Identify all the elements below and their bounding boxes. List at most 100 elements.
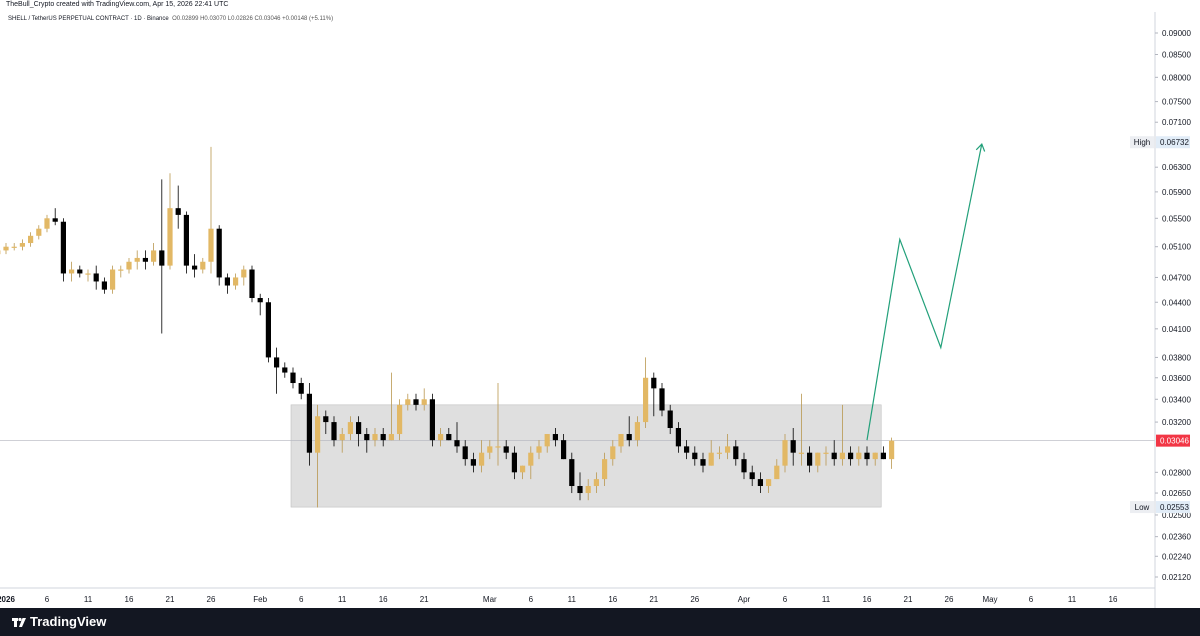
candle-body — [725, 446, 731, 453]
candle-body — [889, 440, 895, 460]
x-tick-label: 6 — [45, 595, 50, 604]
y-tick-label: 0.02800 — [1162, 468, 1191, 477]
candle — [282, 362, 288, 378]
candle — [790, 428, 796, 466]
candle — [716, 446, 722, 460]
high-tag-label: High — [1134, 138, 1150, 147]
candle-body — [159, 250, 165, 266]
candle — [700, 452, 706, 473]
candle — [265, 298, 271, 363]
candle-body — [651, 377, 657, 389]
x-tick-label: 16 — [125, 595, 134, 604]
y-tick-label: 0.03400 — [1162, 395, 1191, 404]
candle-body — [85, 273, 91, 275]
candle-body — [782, 440, 788, 466]
candle — [290, 367, 296, 389]
candle — [815, 452, 821, 473]
candle-body — [708, 452, 714, 466]
last-price-tag-value: 0.03046 — [1160, 437, 1189, 446]
candle — [151, 243, 157, 266]
candle — [659, 383, 665, 417]
price-chart[interactable]: 0.09000 0.08500 0.08000 0.07500 0.07100 0.063… — [0, 0, 1200, 608]
last-price-tag: 0.03046 — [1156, 434, 1190, 447]
candle-body — [831, 452, 837, 460]
candle-body — [241, 269, 247, 278]
candle-body — [511, 452, 517, 473]
candle — [85, 269, 91, 282]
candle-body — [577, 486, 583, 494]
x-tick-label: 6 — [1029, 595, 1034, 604]
candle — [544, 434, 550, 453]
candle-body — [741, 459, 747, 473]
candle-body — [93, 273, 99, 282]
x-tick-label: 6 — [529, 595, 534, 604]
high-tag-label-bg — [1130, 136, 1154, 149]
attribution-bar: TheBull_Crypto created with TradingView.… — [0, 0, 1200, 11]
candle-body — [36, 228, 42, 236]
y-tick-label: 0.04700 — [1162, 273, 1191, 282]
candle-body — [585, 486, 591, 494]
candle — [889, 437, 895, 469]
candle-body — [593, 479, 599, 487]
candle — [19, 239, 25, 251]
candle-body — [101, 281, 107, 290]
candle — [479, 440, 485, 473]
candle-body — [454, 440, 460, 447]
candle-body — [503, 446, 509, 453]
candle-body — [487, 446, 493, 453]
candle — [511, 446, 517, 480]
candle-body — [602, 459, 608, 480]
attribution-text: TheBull_Crypto created with TradingView.… — [6, 1, 229, 8]
candle — [766, 479, 772, 494]
candle-body — [429, 399, 435, 441]
candle-body — [634, 422, 640, 441]
candle-body — [388, 434, 394, 441]
candle-body — [200, 261, 206, 270]
candle — [487, 440, 493, 460]
candle — [315, 404, 321, 508]
candle-body — [306, 393, 312, 453]
candle-body — [3, 246, 9, 251]
candle-body — [561, 440, 567, 460]
candle-body — [495, 446, 501, 448]
x-tick-label: 11 — [822, 595, 831, 604]
candle — [602, 452, 608, 487]
candle — [200, 257, 206, 274]
candle — [339, 428, 345, 453]
candle-body — [815, 452, 821, 466]
candle-body — [610, 446, 616, 460]
candle-body — [315, 416, 321, 453]
candle-body — [175, 208, 181, 215]
x-tick-label: 11 — [84, 595, 93, 604]
candle-body — [544, 434, 550, 447]
candle — [183, 211, 189, 274]
candle — [880, 446, 886, 460]
y-tick-label: 0.02120 — [1162, 573, 1191, 582]
candle — [528, 446, 534, 480]
candle — [36, 225, 42, 240]
candle — [216, 225, 222, 286]
candle-body — [749, 472, 755, 480]
y-tick-label: 0.09000 — [1162, 29, 1191, 38]
footer-bar: TradingView — [0, 608, 1200, 636]
candle — [577, 472, 583, 501]
symbol-line: SHELL / TetherUS PERPETUAL CONTRACT · 1D… — [8, 16, 333, 22]
candle — [347, 416, 353, 441]
candle — [872, 452, 878, 466]
candle-body — [19, 243, 25, 247]
candle-body — [462, 446, 468, 460]
candle-body — [118, 269, 124, 271]
x-tick-label: 21 — [420, 595, 429, 604]
candle-body — [151, 250, 157, 262]
y-tick-label: 0.02500 — [1162, 511, 1191, 520]
candle-body — [397, 404, 403, 435]
candle — [224, 273, 230, 294]
candle — [159, 179, 165, 334]
candle-body — [192, 265, 198, 270]
candle — [798, 393, 804, 466]
candle-body — [438, 434, 444, 441]
candle-body — [880, 452, 886, 460]
projection-line — [866, 143, 983, 441]
candle — [536, 440, 542, 460]
candle-body — [856, 452, 862, 460]
